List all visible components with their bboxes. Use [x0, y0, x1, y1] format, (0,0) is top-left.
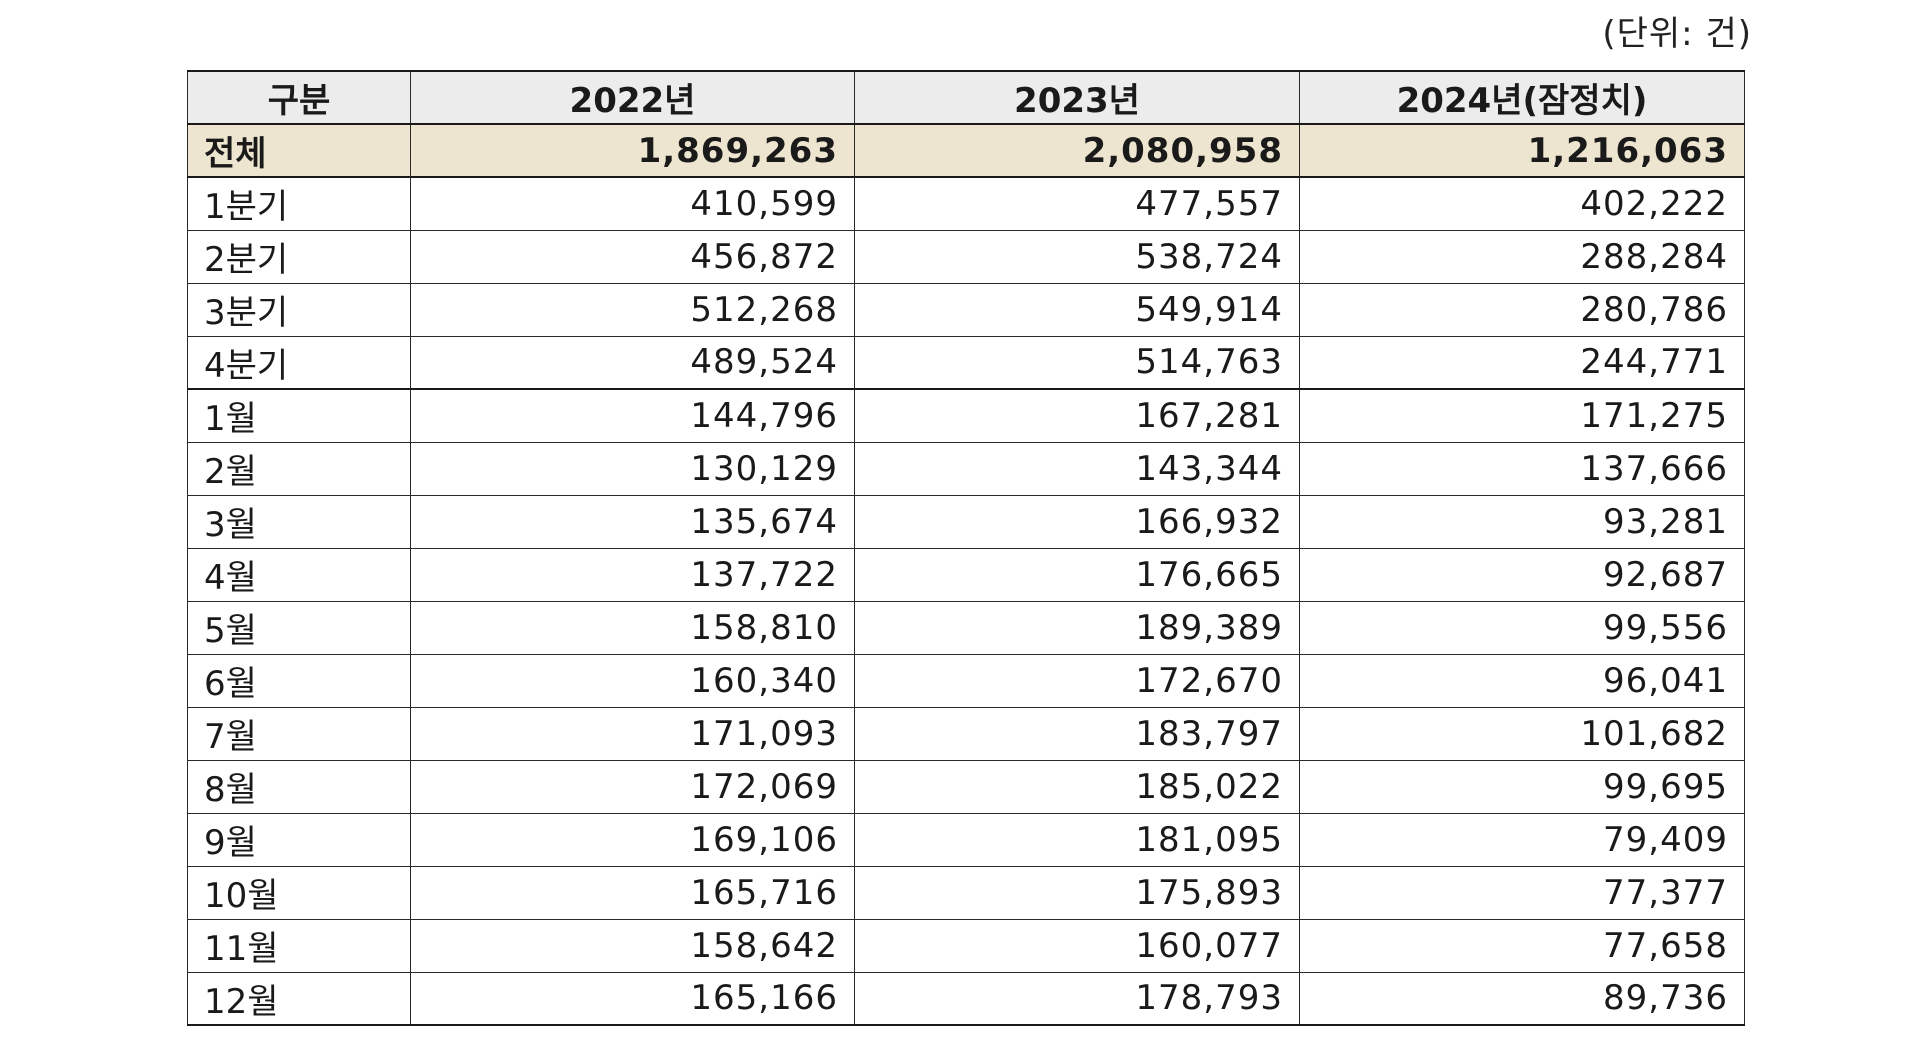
- table-row: 11월 158,642 160,077 77,658: [187, 918, 1745, 973]
- cell-2022: 135,674: [410, 494, 855, 549]
- cell-2023: 538,724: [854, 229, 1300, 284]
- table-row: 9월 169,106 181,095 79,409: [187, 812, 1745, 867]
- row-label: 3분기: [187, 282, 411, 337]
- row-label: 11월: [187, 918, 411, 973]
- total-label: 전체: [187, 123, 411, 178]
- cell-2023: 143,344: [854, 441, 1300, 496]
- cell-2023: 175,893: [854, 865, 1300, 920]
- cell-2022: 158,642: [410, 918, 855, 973]
- table-row: 7월 171,093 183,797 101,682: [187, 706, 1745, 761]
- total-2023: 2,080,958: [854, 123, 1300, 178]
- header-2022: 2022년: [410, 70, 855, 125]
- row-label: 6월: [187, 653, 411, 708]
- table-row: 2분기 456,872 538,724 288,284: [187, 229, 1745, 284]
- cell-2022: 489,524: [410, 335, 855, 390]
- cell-2024: 137,666: [1299, 441, 1745, 496]
- table-row: 4분기 489,524 514,763 244,771: [187, 335, 1745, 390]
- cell-2023: 178,793: [854, 971, 1300, 1026]
- cell-2022: 171,093: [410, 706, 855, 761]
- cell-2024: 171,275: [1299, 388, 1745, 443]
- total-2024: 1,216,063: [1299, 123, 1745, 178]
- cell-2022: 456,872: [410, 229, 855, 284]
- cell-2023: 160,077: [854, 918, 1300, 973]
- table-row: 3월 135,674 166,932 93,281: [187, 494, 1745, 549]
- table-row: 6월 160,340 172,670 96,041: [187, 653, 1745, 708]
- cell-2022: 410,599: [410, 176, 855, 231]
- cell-2023: 477,557: [854, 176, 1300, 231]
- cell-2022: 160,340: [410, 653, 855, 708]
- row-label: 3월: [187, 494, 411, 549]
- cell-2023: 189,389: [854, 600, 1300, 655]
- cell-2024: 77,658: [1299, 918, 1745, 973]
- cell-2022: 165,166: [410, 971, 855, 1026]
- row-label: 12월: [187, 971, 411, 1026]
- table-row: 2월 130,129 143,344 137,666: [187, 441, 1745, 496]
- cell-2022: 165,716: [410, 865, 855, 920]
- table-row: 3분기 512,268 549,914 280,786: [187, 282, 1745, 337]
- cell-2023: 514,763: [854, 335, 1300, 390]
- row-label: 4분기: [187, 335, 411, 390]
- table-row: 8월 172,069 185,022 99,695: [187, 759, 1745, 814]
- row-label: 8월: [187, 759, 411, 814]
- row-label: 7월: [187, 706, 411, 761]
- table-row: 5월 158,810 189,389 99,556: [187, 600, 1745, 655]
- cell-2023: 185,022: [854, 759, 1300, 814]
- row-label: 10월: [187, 865, 411, 920]
- cell-2024: 280,786: [1299, 282, 1745, 337]
- cell-2024: 99,695: [1299, 759, 1745, 814]
- cell-2024: 92,687: [1299, 547, 1745, 602]
- cell-2023: 176,665: [854, 547, 1300, 602]
- cell-2022: 512,268: [410, 282, 855, 337]
- cell-2024: 244,771: [1299, 335, 1745, 390]
- cell-2024: 288,284: [1299, 229, 1745, 284]
- table-row: 12월 165,166 178,793 89,736: [187, 971, 1745, 1026]
- row-label: 1분기: [187, 176, 411, 231]
- statistics-table: 구분 2022년 2023년 2024년(잠정치) 전체 1,869,263 2…: [187, 70, 1745, 1026]
- cell-2024: 99,556: [1299, 600, 1745, 655]
- cell-2023: 181,095: [854, 812, 1300, 867]
- cell-2022: 172,069: [410, 759, 855, 814]
- cell-2022: 169,106: [410, 812, 855, 867]
- unit-label: (단위: 건): [1602, 14, 1752, 54]
- total-row: 전체 1,869,263 2,080,958 1,216,063: [187, 123, 1745, 178]
- total-2022: 1,869,263: [410, 123, 855, 178]
- row-label: 2분기: [187, 229, 411, 284]
- cell-2023: 172,670: [854, 653, 1300, 708]
- cell-2023: 166,932: [854, 494, 1300, 549]
- cell-2024: 93,281: [1299, 494, 1745, 549]
- header-2023: 2023년: [854, 70, 1300, 125]
- row-label: 2월: [187, 441, 411, 496]
- table-row: 1월 144,796 167,281 171,275: [187, 388, 1745, 443]
- row-label: 4월: [187, 547, 411, 602]
- cell-2024: 79,409: [1299, 812, 1745, 867]
- cell-2022: 130,129: [410, 441, 855, 496]
- cell-2022: 158,810: [410, 600, 855, 655]
- cell-2023: 183,797: [854, 706, 1300, 761]
- header-category: 구분: [187, 70, 411, 125]
- cell-2022: 144,796: [410, 388, 855, 443]
- row-label: 1월: [187, 388, 411, 443]
- cell-2024: 101,682: [1299, 706, 1745, 761]
- header-row: 구분 2022년 2023년 2024년(잠정치): [187, 70, 1745, 125]
- row-label: 9월: [187, 812, 411, 867]
- cell-2024: 89,736: [1299, 971, 1745, 1026]
- cell-2024: 77,377: [1299, 865, 1745, 920]
- table-row: 4월 137,722 176,665 92,687: [187, 547, 1745, 602]
- table-row: 10월 165,716 175,893 77,377: [187, 865, 1745, 920]
- cell-2023: 549,914: [854, 282, 1300, 337]
- cell-2022: 137,722: [410, 547, 855, 602]
- header-2024: 2024년(잠정치): [1299, 70, 1745, 125]
- cell-2024: 402,222: [1299, 176, 1745, 231]
- row-label: 5월: [187, 600, 411, 655]
- cell-2023: 167,281: [854, 388, 1300, 443]
- cell-2024: 96,041: [1299, 653, 1745, 708]
- table-row: 1분기 410,599 477,557 402,222: [187, 176, 1745, 231]
